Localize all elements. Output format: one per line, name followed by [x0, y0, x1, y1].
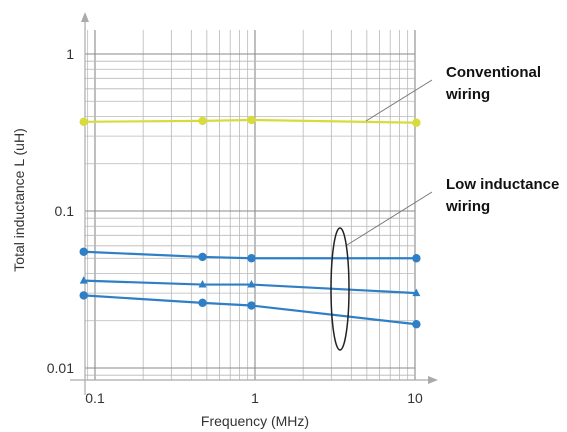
leader-line-conventional — [365, 79, 433, 122]
data-point-circle — [412, 118, 421, 127]
axes — [70, 12, 438, 395]
data-point-triangle — [412, 288, 421, 297]
annotation-conventional: Conventional wiring — [365, 64, 541, 122]
data-point-circle — [412, 320, 421, 329]
series-group-ellipse — [330, 227, 350, 351]
data-point-triangle — [79, 276, 88, 284]
data-point-circle — [247, 254, 256, 263]
series-3 — [79, 276, 421, 297]
series-2 — [79, 247, 421, 263]
data-point-circle — [198, 116, 207, 126]
x-tick-labels: 0.1 1 10 — [85, 390, 423, 406]
x-axis-arrow — [428, 376, 438, 384]
grid-lines — [85, 30, 416, 380]
data-point-triangle — [198, 280, 207, 288]
y-tick-labels: 1 0.1 0.01 — [47, 46, 74, 376]
data-point-circle — [247, 115, 256, 125]
data-point-triangle — [247, 280, 256, 288]
x-axis-label: Frequency (MHz) — [201, 413, 309, 429]
data-point-circle — [79, 117, 88, 126]
y-axis-arrow — [81, 12, 89, 22]
y-tick-label: 0.01 — [47, 360, 74, 376]
data-point-circle — [412, 254, 421, 263]
annotation-low-inductance-line1: Low inductance — [446, 176, 559, 193]
annotation-conventional-line1: Conventional — [446, 64, 541, 81]
data-point-circle — [79, 291, 88, 300]
y-tick-label: 0.1 — [55, 203, 75, 219]
data-point-circle — [247, 301, 256, 310]
x-tick-label: 1 — [251, 390, 259, 406]
data-point-circle — [198, 252, 207, 262]
y-axis-label: Total inductance L (uH) — [11, 128, 27, 271]
x-tick-label: 0.1 — [85, 390, 105, 406]
data-point-circle — [198, 298, 207, 308]
series-line — [83, 294, 417, 326]
annotation-low-inductance-line2: wiring — [445, 198, 490, 215]
series-line — [83, 250, 417, 260]
x-tick-label: 10 — [407, 390, 423, 406]
series-group — [79, 115, 421, 329]
y-tick-label: 1 — [66, 46, 74, 62]
series-line — [83, 118, 417, 124]
series-4 — [79, 291, 421, 329]
annotation-low-inductance: Low inductance wiring — [330, 176, 559, 351]
series-1 — [79, 115, 421, 127]
data-point-circle — [79, 247, 88, 256]
series-line — [83, 279, 417, 295]
annotation-conventional-line2: wiring — [445, 86, 490, 103]
leader-line-low-inductance — [346, 191, 433, 246]
